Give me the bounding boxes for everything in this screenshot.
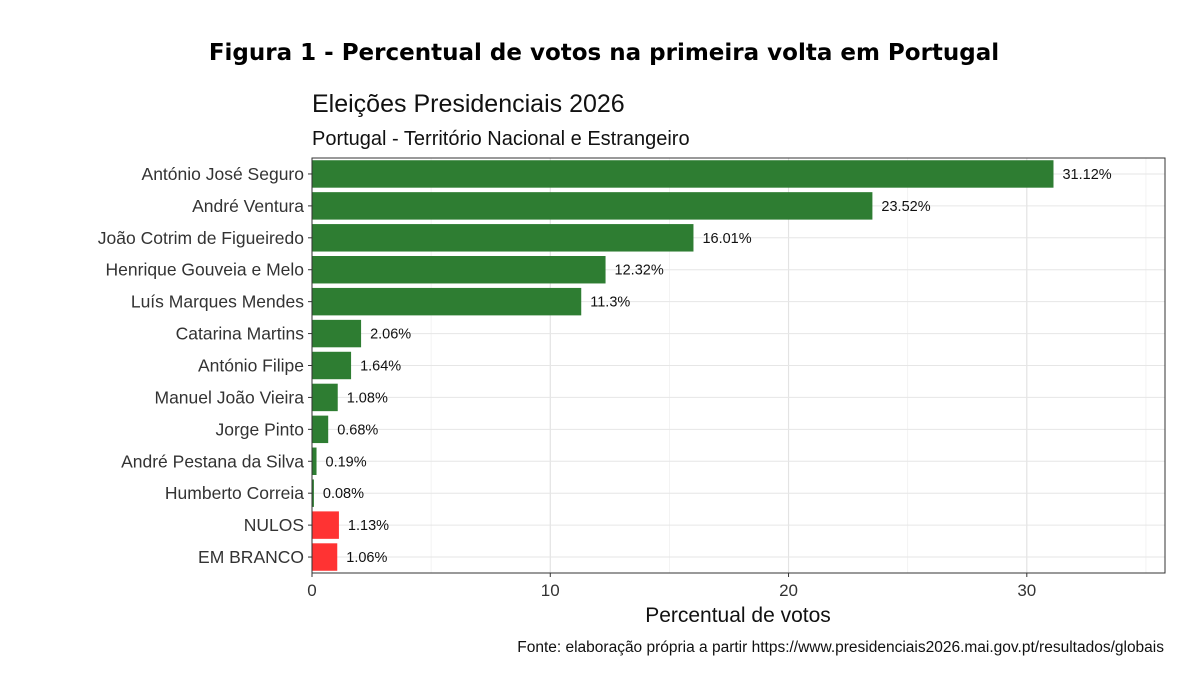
x-ticks: António José Seguro André Ventura João Cot… [98,164,1036,600]
bar [312,319,362,348]
y-tick-label: André Pestana da Silva [121,451,304,471]
chart-title: Eleições Presidenciais 2026 [312,90,625,118]
data-label: 1.08% [347,390,388,406]
x-tick-label: 10 [541,581,560,600]
data-label: 0.19% [326,454,367,470]
y-tick-label: Jorge Pinto [215,419,304,439]
y-tick-label: NULOS [244,515,304,535]
bar [312,287,582,316]
y-tick-label: Humberto Correia [165,483,304,503]
bar [312,447,317,475]
y-tick-label: André Ventura [192,196,304,216]
bars: 31.12% 23.52% 16.01% 12.32% 11.3% 2.06% 1.64% 1… [312,160,1112,571]
bar [312,511,339,539]
chart-subtitle: Portugal - Território Nacional e Estrang… [312,128,690,150]
y-tick-label: EM BRANCO [198,547,304,567]
data-label: 0.68% [337,422,378,438]
data-label: 1.13% [348,518,389,534]
data-label: 16.01% [702,231,751,247]
data-label: 31.12% [1062,167,1111,183]
data-label: 1.06% [346,550,387,566]
figure-label: Figura 1 - Percentual de votos na primei… [209,40,999,66]
data-label: 12.32% [615,263,664,279]
y-tick-label: Henrique Gouveia e Melo [106,260,304,280]
y-tick-label: António Filipe [198,356,304,376]
y-tick-label: João Cotrim de Figueiredo [98,228,304,248]
x-tick-label: 0 [307,581,316,600]
x-axis-label: Percentual de votos [645,604,831,627]
x-tick-label: 30 [1017,581,1036,600]
data-label: 23.52% [881,199,930,215]
data-label: 0.08% [323,486,364,502]
bar [312,415,329,444]
bar [312,160,1054,188]
y-tick-label: António José Seguro [142,164,304,184]
x-tick-label: 20 [779,581,798,600]
data-label: 1.64% [360,359,401,375]
bar [312,479,314,507]
bar [312,192,873,220]
y-tick-label: Manuel João Vieira [155,387,305,407]
gridlines [311,158,1165,573]
bar [312,351,352,380]
data-label: 11.3% [590,295,630,311]
bar [312,224,694,252]
bar [312,256,606,284]
y-tick-label: Catarina Martins [176,324,305,344]
source-caption: Fonte: elaboração própria a partir https… [517,639,1164,656]
bar [312,383,338,412]
bar [312,543,338,571]
y-tick-label: Luís Marques Mendes [131,292,304,312]
data-label: 2.06% [370,327,411,343]
